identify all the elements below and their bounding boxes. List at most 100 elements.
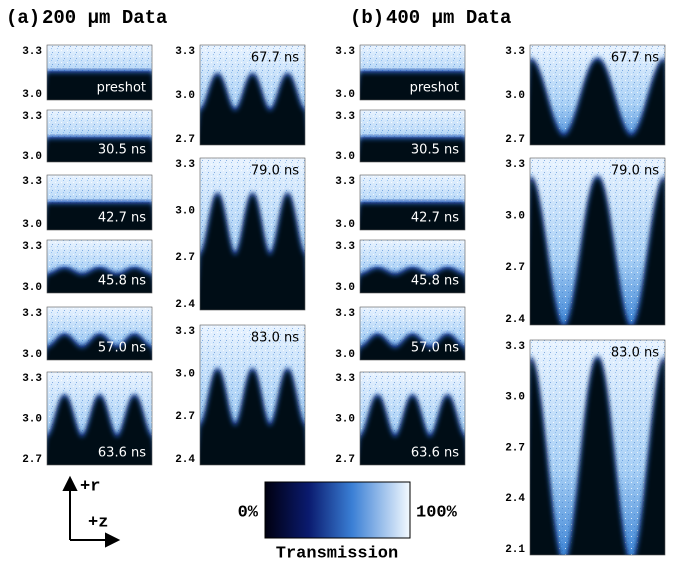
panel-dark [530, 60, 665, 145]
panel-frame [359, 174, 466, 231]
panel-frame [199, 157, 306, 311]
panel-image [47, 45, 152, 100]
y-tick-label: 3.0 [22, 89, 42, 101]
panel-frame [46, 174, 153, 231]
panel-frame [529, 157, 666, 326]
time-label: 79.0 ns [251, 164, 299, 179]
group-title: 400 μm Data [386, 7, 511, 29]
panel-image [200, 45, 305, 145]
group-label: (a) [6, 7, 40, 29]
time-label: 57.0 ns [411, 341, 459, 356]
panel-image [200, 325, 305, 465]
image-panel: 42.7 ns 3.3 3.0 [22, 174, 153, 231]
y-tick-label: 3.0 [505, 392, 525, 404]
panel-frame [359, 371, 466, 466]
time-label: 83.0 ns [251, 331, 299, 346]
y-tick-label: 2.7 [505, 134, 525, 146]
y-tick-label: 2.4 [175, 299, 195, 311]
panel-dark [360, 139, 465, 162]
y-tick-label: 3.3 [335, 111, 355, 123]
panel-image [360, 240, 465, 293]
y-tick-label: 3.0 [22, 282, 42, 294]
y-tick-label: 3.3 [22, 46, 42, 58]
y-tick-label: 3.0 [335, 151, 355, 163]
y-tick-label: 2.4 [505, 493, 525, 505]
panel-image [530, 158, 665, 325]
image-panel: 83.0 ns 3.3 3.0 2.7 2.4 [175, 324, 306, 466]
panel-dark [360, 203, 465, 230]
image-panel: 42.7 ns 3.3 3.0 [335, 174, 466, 231]
panel-dark [47, 335, 152, 360]
image-panel: 67.7 ns 3.3 3.0 2.7 [175, 44, 306, 146]
colorbar-max: 100% [416, 503, 458, 522]
y-tick-label: 3.0 [22, 349, 42, 361]
colorbar [264, 481, 411, 539]
y-tick-label: 3.0 [175, 90, 195, 102]
panel-dark [47, 396, 152, 465]
y-tick-label: 3.0 [175, 369, 195, 381]
colorbar-title: Transmission [276, 544, 398, 563]
y-tick-label: 2.4 [175, 454, 195, 466]
panel-dark [530, 358, 665, 555]
axis-arrows [62, 475, 121, 548]
y-tick-label: 3.0 [335, 219, 355, 231]
y-tick-label: 3.0 [175, 206, 195, 218]
panel-frame [199, 324, 306, 466]
image-panel: 63.6 ns 3.3 3.0 2.7 [22, 371, 153, 466]
y-tick-label: 3.0 [22, 219, 42, 231]
y-tick-label: 2.7 [335, 454, 355, 466]
panel-frame [529, 44, 666, 146]
time-label: 63.6 ns [411, 446, 459, 461]
panel-dark [360, 396, 465, 465]
panel-image [360, 45, 465, 100]
panel-image [47, 240, 152, 293]
group-title: 200 μm Data [42, 7, 167, 29]
y-tick-label: 2.7 [505, 262, 525, 274]
panel-dark [530, 177, 665, 325]
panel-image [200, 158, 305, 310]
time-label: 57.0 ns [98, 341, 146, 356]
time-label: 45.8 ns [411, 274, 459, 289]
panel-dark [200, 194, 305, 310]
image-panel: preshot 3.3 3.0 [22, 44, 153, 101]
y-tick-label: 2.7 [22, 454, 42, 466]
panel-image [47, 372, 152, 465]
y-tick-label: 3.3 [175, 46, 195, 58]
y-tick-label: 3.0 [505, 90, 525, 102]
panel-frame [46, 239, 153, 294]
y-tick-label: 3.3 [505, 46, 525, 58]
panel-frame [359, 306, 466, 361]
image-panel: 79.0 ns 3.3 3.0 2.7 2.4 [175, 157, 306, 311]
y-tick-label: 3.3 [22, 176, 42, 188]
time-label: 45.8 ns [98, 274, 146, 289]
image-panel: 57.0 ns 3.3 3.0 [335, 306, 466, 361]
panel-image [360, 372, 465, 465]
y-tick-label: 3.3 [335, 373, 355, 385]
time-label: preshot [410, 81, 459, 96]
y-tick-label: 3.3 [22, 111, 42, 123]
time-label: 83.0 ns [611, 346, 659, 361]
y-tick-label: 3.3 [505, 159, 525, 171]
image-panel: 83.0 ns 3.3 3.0 2.7 2.4 2.1 [505, 339, 666, 556]
y-tick-label: 3.3 [22, 373, 42, 385]
y-tick-label: 3.3 [175, 326, 195, 338]
y-tick-label: 3.0 [335, 89, 355, 101]
z-label: +z [88, 513, 108, 532]
y-tick-label: 2.7 [505, 442, 525, 454]
y-tick-label: 3.3 [505, 341, 525, 353]
image-panel: 57.0 ns 3.3 3.0 [22, 306, 153, 361]
y-tick-label: 2.7 [175, 411, 195, 423]
image-panel: 67.7 ns 3.3 3.0 2.7 [505, 44, 666, 146]
panel-dark [200, 75, 305, 145]
time-label: 30.5 ns [411, 143, 459, 158]
y-tick-label: 3.3 [22, 308, 42, 320]
panel-dark [360, 72, 465, 100]
y-tick-label: 3.0 [335, 413, 355, 425]
time-label: 42.7 ns [98, 211, 146, 226]
panel-frame [359, 109, 466, 163]
panel-frame [46, 306, 153, 361]
y-tick-label: 3.3 [22, 241, 42, 253]
panel-image [47, 175, 152, 230]
y-tick-label: 2.4 [505, 314, 525, 326]
